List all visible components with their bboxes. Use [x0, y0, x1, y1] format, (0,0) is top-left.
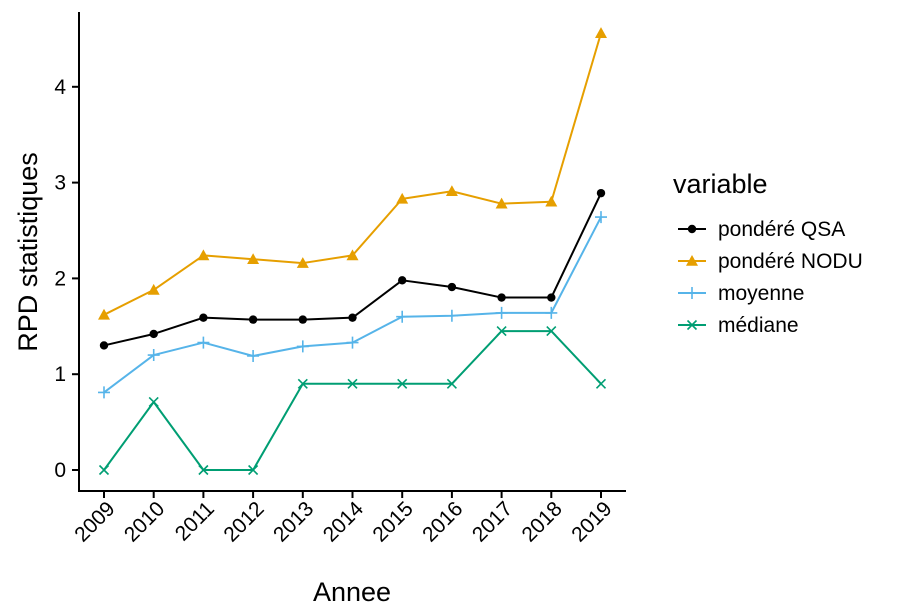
x-axis-ticks: 2009 2010 2011 2012 2013 2014 2015 2016 2017 2018…	[70, 491, 617, 547]
series-2	[98, 211, 607, 399]
data-point	[247, 253, 260, 265]
y-tick-label: 3	[54, 172, 66, 195]
data-point	[595, 378, 607, 389]
data-point	[346, 336, 359, 349]
data-point	[596, 188, 606, 198]
legend-label: moyenne	[718, 282, 804, 305]
x-tick-label: 2016	[418, 497, 467, 546]
legend-label: pondéré NODU	[718, 250, 863, 273]
data-point	[398, 276, 407, 285]
series-3	[98, 326, 607, 476]
data-point	[199, 313, 208, 322]
y-tick-label: 4	[54, 76, 66, 99]
data-point	[147, 283, 160, 295]
data-point	[98, 386, 110, 399]
data-point	[248, 464, 259, 476]
series-1	[98, 27, 607, 320]
data-point	[546, 326, 557, 337]
data-point	[595, 27, 607, 38]
data-point	[545, 195, 558, 207]
data-point	[147, 349, 160, 362]
x-tick-label: 2010	[120, 497, 169, 546]
x-tick-label: 2018	[518, 497, 567, 546]
legend-marker	[686, 319, 698, 331]
data-point	[197, 249, 210, 261]
y-tick-label: 0	[54, 459, 66, 482]
data-point	[447, 282, 457, 292]
series-line	[103, 192, 602, 347]
x-tick-label: 2013	[269, 497, 318, 546]
data-point	[445, 309, 458, 322]
data-point	[148, 396, 159, 408]
data-point	[446, 378, 457, 389]
data-point	[497, 293, 506, 302]
data-point	[99, 341, 109, 350]
y-tick-label: 1	[54, 363, 66, 386]
legend-label: médiane	[718, 314, 799, 337]
legend: variable pondéré QSA pondéré NODU moyenne m…	[673, 169, 863, 337]
data-point	[397, 378, 408, 389]
legend-marker	[686, 255, 698, 266]
x-tick-label: 2014	[319, 497, 369, 547]
data-point	[347, 378, 358, 389]
data-point	[495, 306, 508, 319]
x-tick-label: 2009	[70, 497, 119, 546]
x-tick-label: 2011	[171, 497, 219, 545]
x-tick-label: 2019	[567, 497, 616, 546]
legend-item: pondéré NODU	[678, 250, 863, 273]
legend-marker	[686, 287, 698, 299]
data-point	[297, 378, 308, 389]
data-point	[98, 308, 110, 320]
plot-area	[98, 27, 607, 476]
data-point	[296, 257, 309, 268]
series-line	[103, 330, 602, 471]
data-point	[247, 349, 260, 362]
x-tick-label: 2015	[368, 497, 417, 546]
data-point	[547, 293, 556, 302]
legend-item: médiane	[678, 314, 799, 337]
data-point	[198, 464, 209, 476]
data-point	[298, 315, 307, 324]
y-tick-label: 2	[54, 267, 66, 290]
x-axis-title: Annee	[313, 577, 391, 607]
data-point	[396, 192, 409, 204]
x-tick-label: 2017	[468, 497, 517, 546]
series-line	[103, 216, 602, 394]
legend-item: pondéré QSA	[678, 218, 845, 241]
legend-item: moyenne	[678, 282, 804, 305]
legend-label: pondéré QSA	[718, 218, 845, 241]
data-point	[445, 185, 458, 197]
data-point	[197, 336, 210, 349]
data-point	[545, 306, 558, 319]
series-0	[99, 188, 606, 350]
y-axis-ticks: 0 1 2 3 4	[54, 76, 79, 482]
data-point	[149, 329, 158, 339]
legend-marker	[687, 224, 697, 234]
legend-title: variable	[673, 169, 768, 199]
data-point	[346, 249, 359, 261]
data-point	[396, 310, 409, 323]
x-tick-label: 2012	[219, 497, 268, 546]
data-point	[595, 211, 607, 224]
data-point	[495, 197, 508, 209]
series-line	[103, 32, 602, 316]
y-axis-title: RPD statistiques	[13, 152, 43, 352]
data-point	[98, 464, 110, 476]
data-point	[496, 326, 507, 337]
data-point	[296, 340, 309, 353]
data-point	[348, 313, 357, 322]
data-point	[248, 315, 258, 324]
